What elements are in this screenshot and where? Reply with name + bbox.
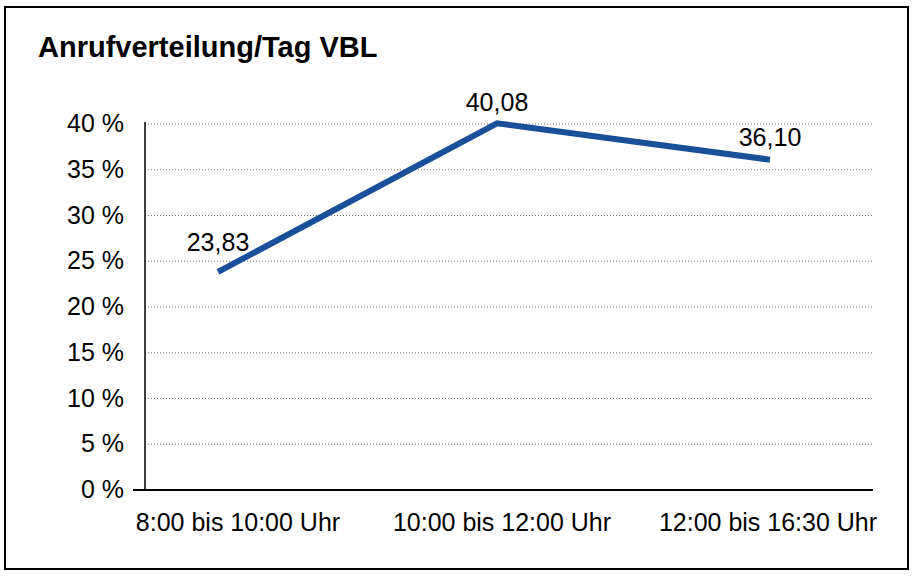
ytick-label-25: 25 % [67,246,124,274]
xtick-label-1: 10:00 bis 12:00 Uhr [393,508,611,536]
xtick-label-0: 8:00 bis 10:00 Uhr [136,508,340,536]
point-label-2: 36,10 [739,123,802,151]
series-group [218,123,770,272]
gridlines-group [145,124,873,444]
ytick-label-5: 5 % [81,429,124,457]
ytick-label-35: 35 % [67,155,124,183]
data-line [218,123,770,272]
xtick-labels-group: 8:00 bis 10:00 Uhr 10:00 bis 12:00 Uhr 12:… [136,508,877,536]
ytick-label-30: 30 % [67,201,124,229]
point-labels-group: 23,83 40,08 36,10 [187,88,802,256]
axes-group [133,122,873,490]
point-label-1: 40,08 [466,88,529,116]
ytick-labels-group: 0 % 5 % 10 % 15 % 20 % 25 % 30 % 35 % 40 % [67,109,124,503]
line-chart: 0 % 5 % 10 % 15 % 20 % 25 % 30 % 35 % 40 % 8:00 … [0,0,915,576]
ytick-label-15: 15 % [67,338,124,366]
ytick-label-0: 0 % [81,475,124,503]
point-label-0: 23,83 [187,228,250,256]
ytick-label-10: 10 % [67,384,124,412]
chart-canvas: Anrufverteilung/Tag VBL 0 %5 %10 %15 %20… [0,0,915,576]
ytick-label-20: 20 % [67,292,124,320]
ytick-label-40: 40 % [67,109,124,137]
xtick-label-2: 12:00 bis 16:30 Uhr [659,508,877,536]
